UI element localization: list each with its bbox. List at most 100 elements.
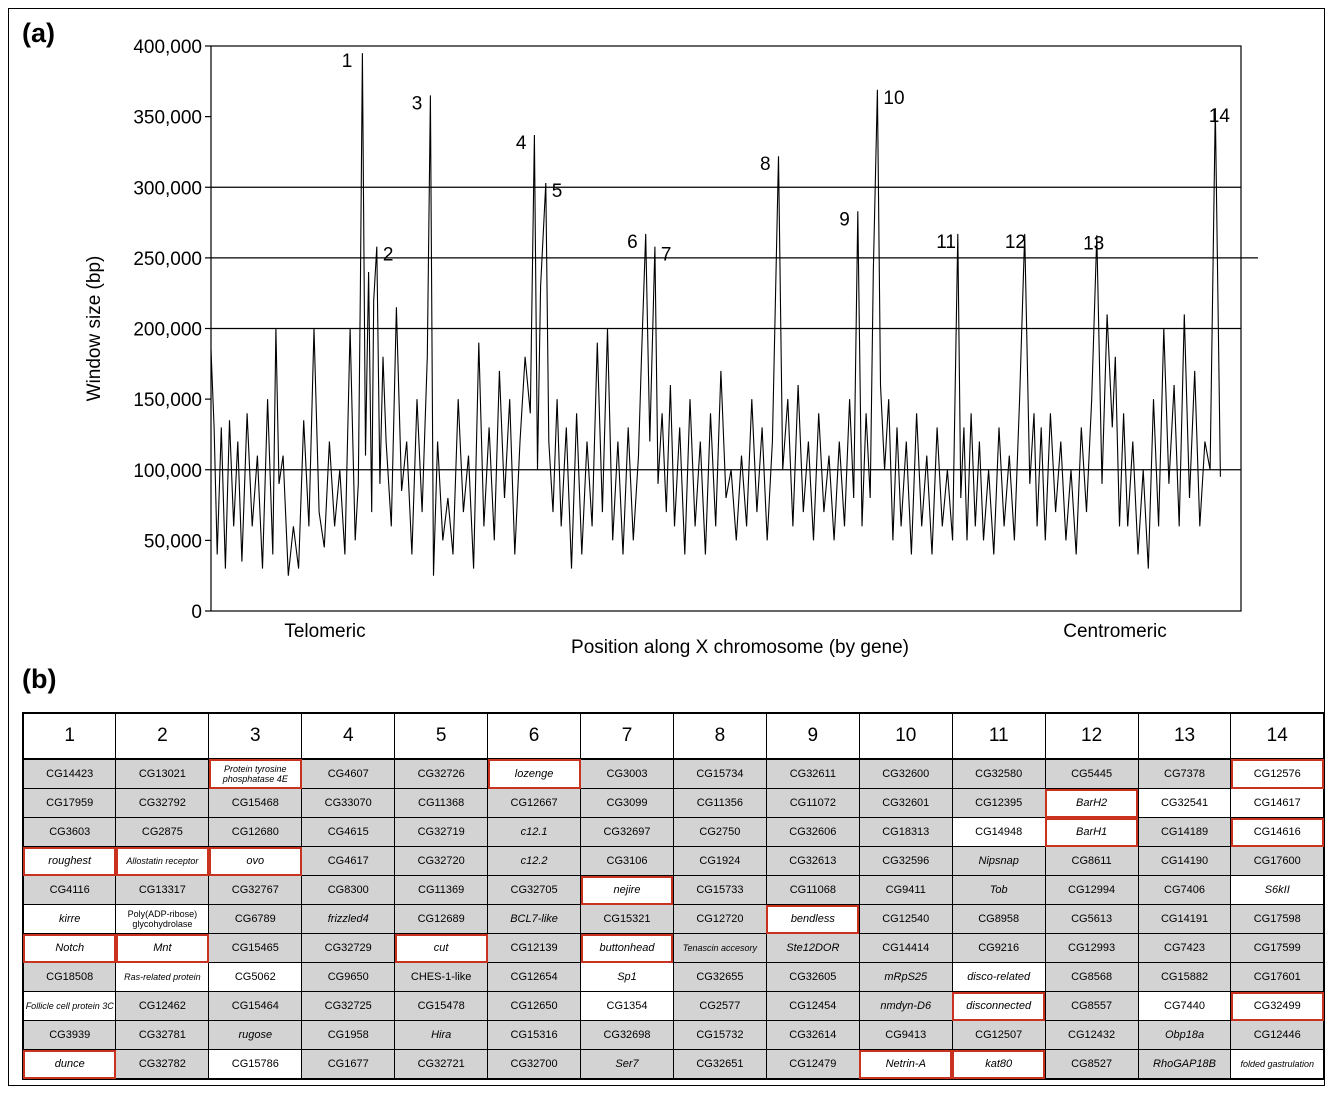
- gene-name: Mnt: [153, 941, 172, 954]
- gene-cell: CG32600: [858, 759, 953, 789]
- gene-cell: CG1958: [301, 1020, 396, 1050]
- gene-cell: c12.1: [487, 817, 582, 847]
- y-axis: 0 50,000 100,000 150,000 200,000 250,000 300,0…: [133, 37, 211, 623]
- peak-label-3: 3: [412, 93, 423, 114]
- gene-cell: CG9216: [951, 933, 1046, 963]
- gene-cell: CG11368: [394, 788, 489, 818]
- gene-name: CG15321: [603, 912, 651, 925]
- gene-name: CG12994: [1068, 883, 1116, 896]
- peak-label-11: 11: [936, 232, 956, 253]
- gene-cell: Tenascin accesory: [672, 933, 767, 963]
- table-row: CG3603 CG2875 CG12680 CG4615 CG32719 c12.1 CG3…: [22, 817, 1325, 847]
- gene-cell: CG1924: [672, 846, 767, 876]
- column-header-3: 3: [208, 713, 302, 760]
- gene-cell: CG11369: [394, 875, 489, 905]
- gene-cell: CG32729: [301, 933, 396, 963]
- gene-name: CG32605: [789, 970, 837, 983]
- gene-name: CG32705: [510, 883, 558, 896]
- gene-cell: CG12993: [1044, 933, 1139, 963]
- gene-cell: CG17601: [1230, 962, 1325, 992]
- gene-name: CG18313: [882, 825, 930, 838]
- gene-cell: Sp1: [580, 962, 674, 992]
- gene-cell: CG32782: [115, 1049, 210, 1080]
- gene-name: CG7440: [1164, 999, 1206, 1012]
- column-header-14: 14: [1230, 713, 1324, 760]
- gene-cell: Ras-related protein: [115, 962, 210, 992]
- gene-name: CG15464: [231, 999, 279, 1012]
- gene-cell: CG15465: [208, 933, 303, 963]
- gene-cell: Protein tyrosine phosphatase 4E: [208, 759, 303, 789]
- y-tick-label: 250,000: [133, 249, 202, 270]
- gene-name: CG32726: [417, 767, 465, 780]
- gene-name: Follicle cell protein 3C: [25, 1001, 114, 1011]
- gene-cell: CG8300: [301, 875, 396, 905]
- gene-name: CG18508: [46, 970, 94, 983]
- gene-cell: CG14189: [1137, 817, 1232, 847]
- gene-cell: nejire: [580, 875, 674, 905]
- gene-cell: CG7378: [1137, 759, 1232, 789]
- panel-a-label: (a): [22, 18, 55, 48]
- gene-cell: kirre: [22, 904, 117, 934]
- gene-cell: Netrin-A: [858, 1049, 953, 1080]
- plot-frame: [210, 45, 1242, 612]
- gene-name: CG12689: [417, 912, 465, 925]
- gene-cell: CG32541: [1137, 788, 1232, 818]
- gene-cell: CG7423: [1137, 933, 1232, 963]
- gene-name: CG32580: [975, 767, 1023, 780]
- gene-name: CG3939: [49, 1028, 91, 1041]
- gene-name: CG9650: [327, 970, 369, 983]
- gene-cell: CG32700: [487, 1049, 582, 1080]
- column-header-9: 9: [765, 713, 860, 760]
- gene-name: CG11068: [789, 883, 836, 896]
- gene-name: mRpS25: [884, 970, 928, 983]
- column-header-5: 5: [394, 713, 488, 760]
- gene-cell: CG1354: [580, 991, 674, 1021]
- gene-name: nmdyn-D6: [880, 999, 932, 1012]
- gene-name: CG32792: [138, 796, 186, 809]
- gene-cell: CG11068: [765, 875, 860, 905]
- gene-name: CG12454: [789, 999, 837, 1012]
- gene-name: CG1354: [606, 999, 648, 1012]
- column-header-4: 4: [301, 713, 395, 760]
- gene-cell: disco-related: [951, 962, 1046, 992]
- gene-cell: S6kII: [1230, 875, 1325, 905]
- gene-name: CG32541: [1160, 796, 1209, 809]
- gene-name: CG15733: [696, 883, 744, 896]
- column-header-2: 2: [115, 713, 209, 760]
- column-header-13: 13: [1137, 713, 1231, 760]
- gene-name: CG3099: [606, 796, 648, 809]
- gene-cell: BarH1: [1044, 817, 1139, 847]
- gene-cell: CG12432: [1044, 1020, 1139, 1050]
- gene-name: CG32720: [417, 854, 465, 867]
- gene-cell: CG32725: [301, 991, 396, 1021]
- gene-name: CG17600: [1253, 854, 1301, 867]
- column-header-7: 7: [580, 713, 674, 760]
- gene-cell: CG17598: [1230, 904, 1325, 934]
- gene-cell: CG14414: [858, 933, 953, 963]
- gene-name: BarH2: [1076, 796, 1108, 809]
- gene-name: CG14617: [1253, 796, 1301, 809]
- gene-name: CG15732: [696, 1028, 744, 1041]
- gene-cell: CG15321: [580, 904, 674, 934]
- gene-name: CG12446: [1253, 1028, 1301, 1041]
- gene-cell: CG9411: [858, 875, 953, 905]
- gene-name: CG12650: [510, 999, 558, 1012]
- gene-cell: CG17599: [1230, 933, 1325, 963]
- table-row: dunce CG32782 CG15786 CG1677 CG32721 CG32700 S…: [22, 1049, 1325, 1080]
- telomeric-label: Telomeric: [284, 621, 365, 642]
- gene-name: CG17601: [1253, 970, 1301, 983]
- gene-name: Protein tyrosine phosphatase 4E: [222, 764, 288, 784]
- gene-name: CG15882: [1160, 970, 1209, 983]
- gene-name: CG12507: [975, 1028, 1023, 1041]
- gene-cell: CG15733: [672, 875, 767, 905]
- gene-cell: c12.2: [487, 846, 582, 876]
- gene-cell: lozenge: [487, 759, 582, 789]
- gene-name: CG1958: [327, 1028, 369, 1041]
- peak-label-10: 10: [883, 88, 904, 109]
- gene-cell: CG32720: [394, 846, 489, 876]
- gene-name: Nipsnap: [978, 854, 1019, 867]
- gene-cell: bendless: [765, 904, 860, 934]
- gene-cell: CG18508: [22, 962, 117, 992]
- gene-cell: CG9413: [858, 1020, 953, 1050]
